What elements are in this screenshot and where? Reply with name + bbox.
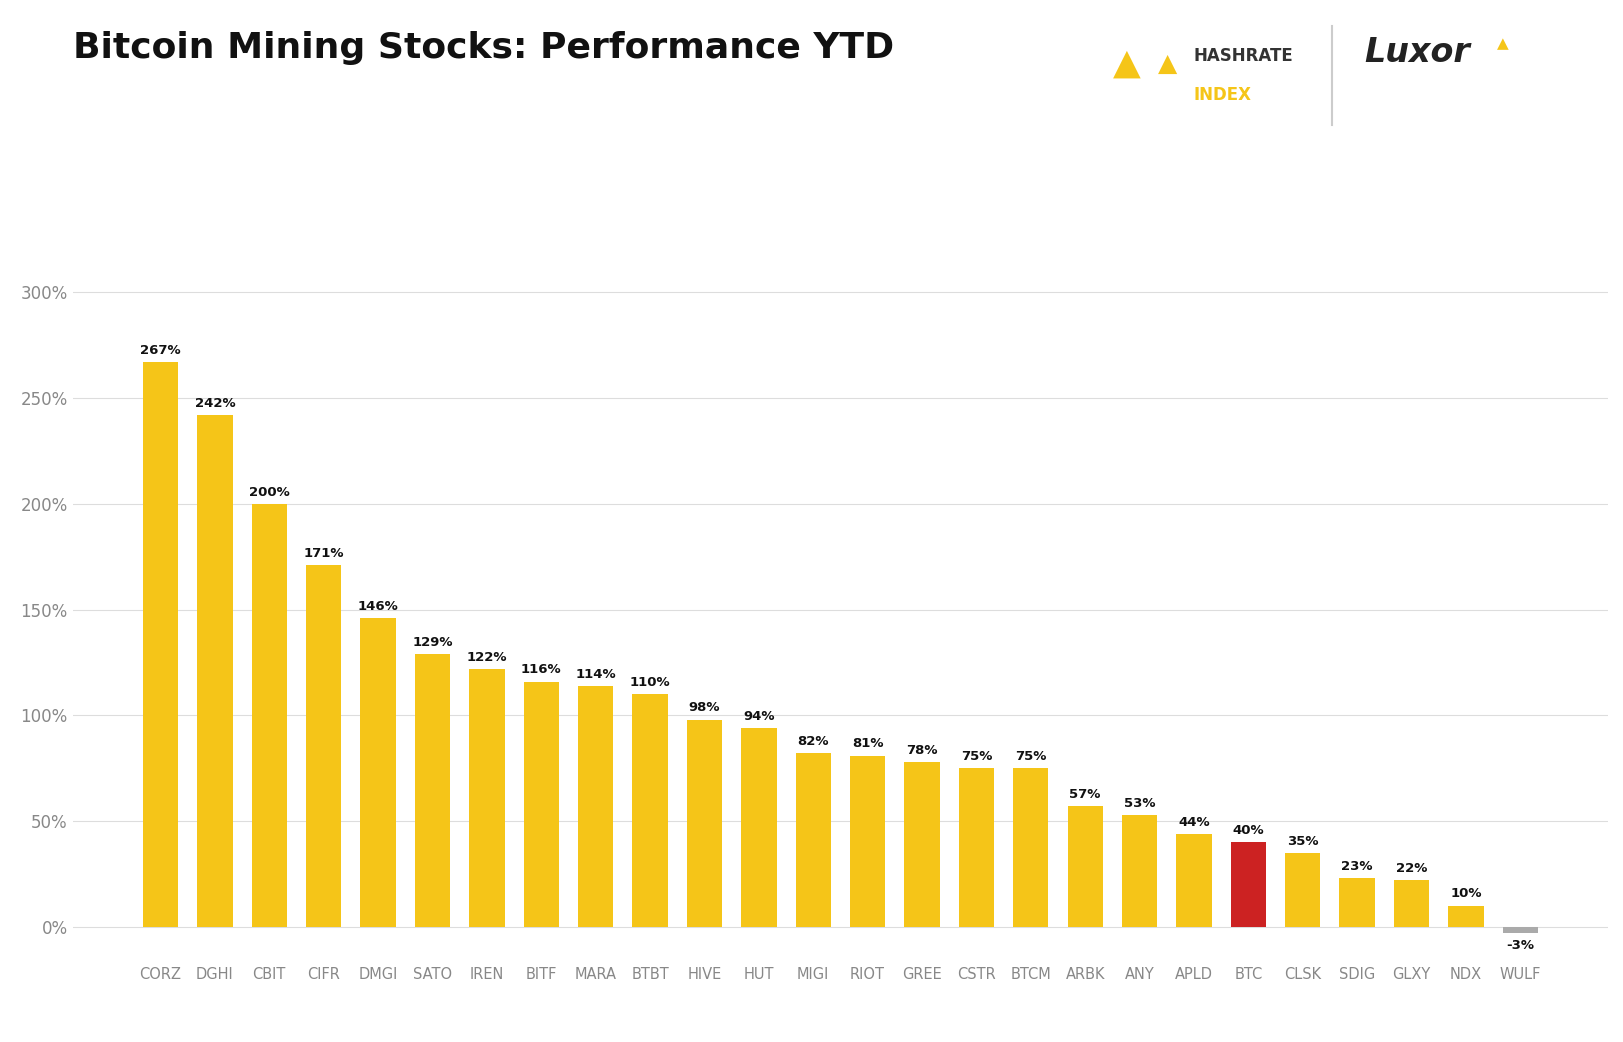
Text: 53%: 53% xyxy=(1123,796,1154,810)
Text: ▲: ▲ xyxy=(1496,36,1508,51)
Bar xyxy=(1230,842,1266,927)
Text: INDEX: INDEX xyxy=(1193,86,1251,104)
Text: 116%: 116% xyxy=(521,664,562,676)
Text: 94%: 94% xyxy=(743,710,774,723)
Bar xyxy=(305,565,341,927)
Bar xyxy=(1013,768,1048,927)
Text: HASHRATE: HASHRATE xyxy=(1193,47,1292,65)
Bar xyxy=(523,681,558,927)
Bar xyxy=(1284,853,1319,927)
Text: Bitcoin Mining Stocks: Performance YTD: Bitcoin Mining Stocks: Performance YTD xyxy=(73,31,894,66)
Bar xyxy=(143,363,179,927)
Bar xyxy=(1066,807,1102,927)
Text: 40%: 40% xyxy=(1232,824,1263,837)
Bar xyxy=(1121,815,1157,927)
Text: 242%: 242% xyxy=(195,397,235,410)
Bar xyxy=(631,694,667,927)
Bar xyxy=(1448,905,1483,927)
Text: 114%: 114% xyxy=(575,668,615,680)
Text: 110%: 110% xyxy=(630,676,670,689)
Text: 10%: 10% xyxy=(1449,888,1480,900)
Bar xyxy=(904,762,940,927)
Text: 129%: 129% xyxy=(412,636,453,649)
Text: 122%: 122% xyxy=(466,650,506,664)
Text: 267%: 267% xyxy=(140,344,180,357)
Text: ▲: ▲ xyxy=(1112,47,1139,81)
Bar xyxy=(578,686,613,927)
Text: 81%: 81% xyxy=(852,738,883,750)
Text: 171%: 171% xyxy=(304,547,344,560)
Bar xyxy=(1175,834,1211,927)
Bar xyxy=(1339,878,1375,927)
Text: ▲: ▲ xyxy=(1157,52,1177,76)
Text: 98%: 98% xyxy=(688,701,719,715)
Bar xyxy=(196,415,232,927)
Bar xyxy=(1501,927,1537,934)
Text: 22%: 22% xyxy=(1396,862,1427,875)
Text: -3%: -3% xyxy=(1506,939,1534,951)
Text: 35%: 35% xyxy=(1285,835,1318,847)
Bar xyxy=(958,768,993,927)
Text: 75%: 75% xyxy=(1014,750,1045,763)
Text: 44%: 44% xyxy=(1177,816,1209,828)
Bar xyxy=(360,618,396,927)
Text: 146%: 146% xyxy=(357,600,398,613)
Bar xyxy=(469,669,505,927)
Text: 78%: 78% xyxy=(906,744,936,756)
Text: 82%: 82% xyxy=(797,736,828,748)
Text: 57%: 57% xyxy=(1070,788,1100,801)
Text: 200%: 200% xyxy=(248,486,289,499)
Bar xyxy=(1393,880,1428,927)
Text: Luxor: Luxor xyxy=(1363,36,1469,70)
Text: 23%: 23% xyxy=(1341,860,1371,873)
Bar xyxy=(740,728,776,927)
Bar xyxy=(795,753,831,927)
Bar xyxy=(252,504,287,927)
Bar xyxy=(849,755,885,927)
Bar xyxy=(687,720,722,927)
Bar xyxy=(414,654,450,927)
Text: 75%: 75% xyxy=(961,750,992,763)
